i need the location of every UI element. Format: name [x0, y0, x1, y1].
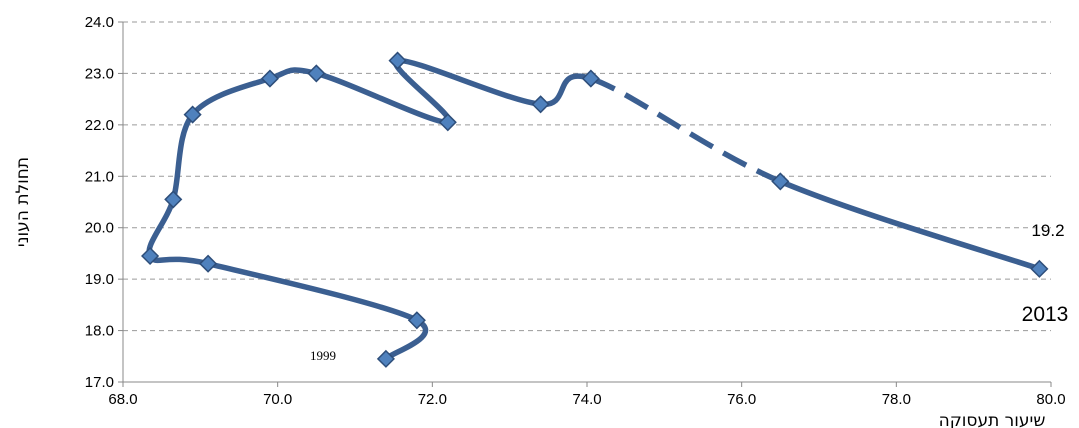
x-axis-title: שיעור תעסוקה	[939, 411, 1046, 428]
series-line	[146, 57, 1043, 362]
start-year-label: 1999	[310, 348, 336, 363]
series-line-dashed	[590, 75, 782, 184]
data-point-marker	[199, 254, 218, 273]
y-tick-label: 20.0	[85, 220, 114, 237]
data-point-marker	[581, 69, 600, 88]
x-tick-label: 78.0	[882, 391, 911, 408]
series-markers	[141, 51, 1049, 368]
data-point-marker	[376, 349, 395, 368]
series-line-solid	[146, 57, 594, 362]
y-axis-title: תחולת העוני	[13, 157, 33, 247]
data-point-marker	[164, 190, 183, 209]
x-tick-labels: 68.0 70.0 72.0 74.0 76.0 78.0 80.0	[108, 391, 1065, 408]
data-point-marker	[771, 172, 790, 191]
x-tick-label: 70.0	[263, 391, 292, 408]
series-line-solid-end	[777, 178, 1043, 272]
y-tick-label: 24.0	[85, 14, 114, 31]
x-tick-label: 74.0	[572, 391, 601, 408]
y-tick-label: 23.0	[85, 65, 114, 82]
axes	[122, 22, 1051, 383]
x-tick-label: 68.0	[108, 391, 137, 408]
y-tick-label: 17.0	[85, 374, 114, 391]
data-point-marker	[260, 69, 279, 88]
end-value-label: 19.2	[1031, 221, 1064, 240]
x-tick-label: 72.0	[418, 391, 447, 408]
y-tick-label: 19.0	[85, 271, 114, 288]
data-point-marker	[183, 105, 202, 124]
y-tick-labels: 17.0 18.0 19.0 20.0 21.0 22.0 23.0 24.0	[85, 14, 114, 391]
data-point-marker	[141, 246, 160, 266]
data-point-marker	[531, 95, 550, 114]
data-point-marker	[438, 113, 457, 132]
data-point-marker	[407, 311, 426, 330]
y-tick-label: 22.0	[85, 117, 114, 134]
y-tick-label: 21.0	[85, 168, 114, 185]
x-tick-label: 76.0	[727, 391, 756, 408]
y-tick-label: 18.0	[85, 323, 114, 340]
data-point-marker	[388, 51, 407, 70]
data-point-marker	[1030, 259, 1049, 278]
x-tick-label: 80.0	[1036, 391, 1065, 408]
data-point-marker	[307, 64, 326, 83]
end-year-label: 2013	[1022, 303, 1069, 326]
